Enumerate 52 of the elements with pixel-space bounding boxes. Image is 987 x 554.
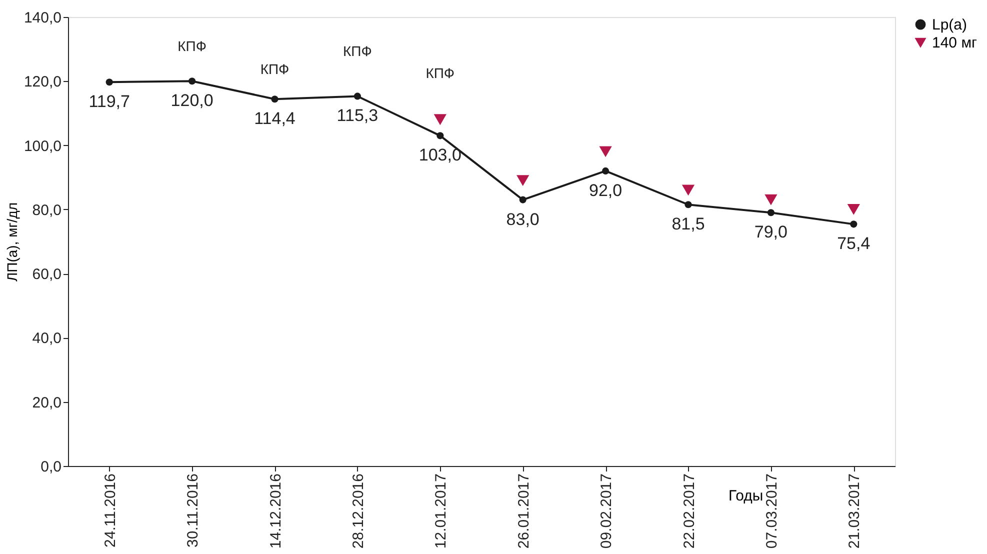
data-label: 83,0: [506, 210, 540, 229]
point: [436, 132, 444, 140]
data-label: 114,4: [254, 109, 296, 128]
x-tick-label: 12.01.2017: [432, 474, 450, 549]
data-label: 92,0: [589, 180, 622, 200]
point: [354, 92, 361, 100]
x-tick-label: 24.11.2016: [102, 474, 119, 548]
point: [599, 146, 612, 158]
point: [767, 209, 774, 216]
x-tick-label: 26.01.2017: [515, 474, 532, 549]
y-tick-label: 100,0: [24, 138, 62, 155]
x-tick-label: 28.12.2016: [350, 474, 367, 549]
point: [684, 201, 692, 208]
point: [434, 114, 446, 126]
annotation: КПФ: [178, 38, 206, 54]
data-label: 81,5: [672, 214, 705, 234]
x-tick-label: 07.03.2017: [763, 474, 780, 549]
y-axis-title: ЛП(а), мг/дл: [4, 202, 20, 282]
y-tick-label: 80,0: [32, 202, 62, 219]
x-tick-label: 21.03.2017: [846, 474, 864, 549]
point: [188, 78, 196, 85]
y-tick-label: 120,0: [24, 74, 62, 91]
x-tick-label: 09.02.2017: [598, 474, 616, 549]
annotation: КПФ: [260, 61, 290, 77]
x-tick-label: 22.02.2017: [680, 474, 698, 549]
data-label: 120,0: [170, 91, 214, 110]
y-tick-label: 20,0: [32, 394, 62, 412]
y-tick-label: 0,0: [40, 458, 62, 476]
annotation: КПФ: [426, 65, 455, 81]
point: [271, 96, 278, 103]
x-tick-label: 30.11.2016: [184, 474, 202, 548]
point: [682, 184, 695, 196]
point: [602, 167, 610, 174]
legend-label: 140 мг: [932, 34, 978, 52]
annotation: КПФ: [343, 43, 372, 59]
data-label: 79,0: [754, 222, 788, 242]
point: [764, 194, 778, 206]
data-label: 119,7: [88, 92, 130, 112]
y-tick-label: 60,0: [32, 266, 62, 284]
data-label: 75,4: [837, 234, 870, 254]
y-tick-label: 40,0: [32, 330, 62, 348]
point: [516, 175, 530, 186]
x-tick-label: 14.12.2016: [267, 474, 284, 549]
x-axis-title: Годы: [728, 488, 764, 504]
point: [847, 204, 860, 215]
point: [850, 220, 858, 228]
point: [106, 78, 113, 86]
point: [519, 196, 526, 204]
data-label: 103,0: [418, 146, 462, 165]
y-tick-label: 140,0: [24, 10, 62, 26]
data-label: 115,3: [336, 106, 378, 126]
legend-label: Lp(a): [932, 16, 968, 34]
